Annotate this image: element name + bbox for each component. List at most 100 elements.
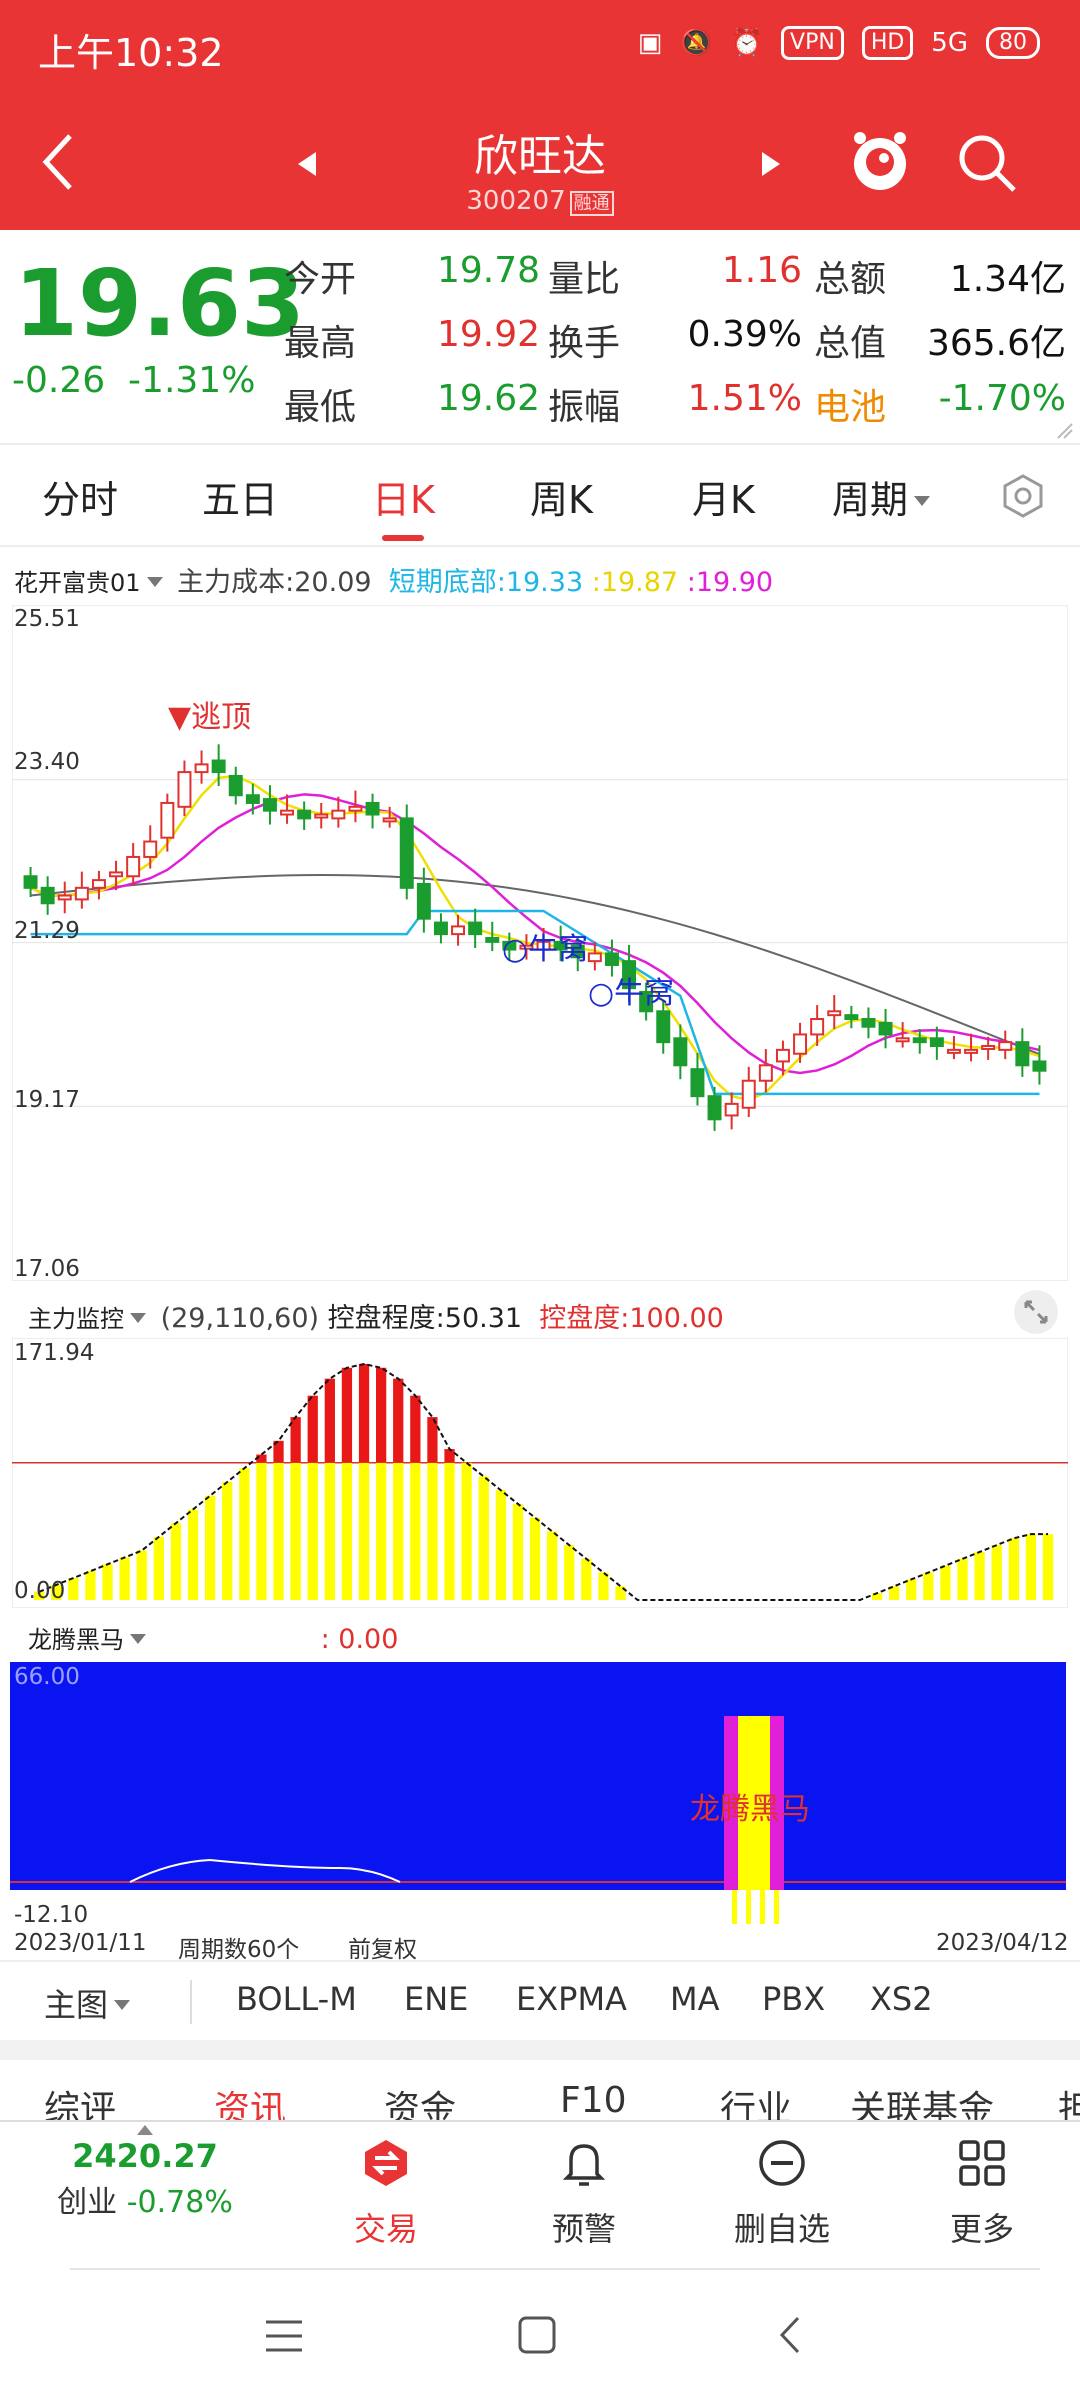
- candle-body: [775, 1048, 790, 1063]
- ind-tab-boll[interactable]: BOLL-M: [236, 1980, 357, 2018]
- quote-value: 19.92: [436, 314, 540, 355]
- index-widget[interactable]: 2420.27 创业 -0.78%: [20, 2122, 270, 2221]
- volume-bar-yellow: [358, 1462, 370, 1600]
- candle-body: [946, 1048, 961, 1054]
- ind-tab-ene[interactable]: ENE: [404, 1980, 469, 2018]
- info-tab-industry[interactable]: 行业: [720, 2089, 793, 2120]
- home-icon[interactable]: [516, 2314, 558, 2356]
- back-arrow-icon[interactable]: [40, 132, 76, 192]
- candle-body: [622, 960, 637, 990]
- candle-body: [929, 1037, 944, 1048]
- adjust-mode[interactable]: 前复权: [348, 1937, 417, 1963]
- dragon-name[interactable]: 龙腾黑马: [28, 1626, 124, 1654]
- tab-period[interactable]: 周期: [832, 469, 936, 524]
- candle-body: [604, 952, 619, 966]
- quote-value: 365.6亿: [926, 323, 1066, 364]
- volume-bar-yellow: [307, 1462, 318, 1600]
- quote-label[interactable]: 电池: [814, 387, 887, 428]
- monitor-chart[interactable]: [12, 1338, 1068, 1608]
- volume-bar-yellow: [564, 1545, 575, 1600]
- kline-chart[interactable]: [12, 605, 1068, 1281]
- candle-body: [861, 1018, 876, 1028]
- nav-more[interactable]: 更多: [902, 2138, 1062, 2250]
- next-stock-icon[interactable]: [760, 150, 782, 178]
- nav-remove-watchlist[interactable]: 删自选: [702, 2138, 862, 2250]
- volume-bar-yellow: [889, 1586, 900, 1600]
- candle-body: [331, 809, 346, 820]
- main-indicator-name[interactable]: 花开富贵01: [14, 569, 141, 597]
- volume-bar-red: [307, 1395, 318, 1463]
- candle-body: [177, 771, 192, 808]
- period-count: 周期数60个: [178, 1937, 300, 1963]
- quote-label: 总值: [814, 323, 887, 364]
- hd-badge: HD: [861, 26, 914, 60]
- candle-body: [1032, 1060, 1047, 1072]
- quote-label: 最高: [284, 323, 357, 364]
- info-tab-related-funds[interactable]: 关联基金: [850, 2089, 995, 2120]
- price-change: -0.26 -1.31%: [12, 360, 256, 401]
- tab-intraday[interactable]: 分时: [42, 478, 119, 522]
- ind-tab-main[interactable]: 主图: [44, 1980, 136, 2026]
- expand-icon[interactable]: [1012, 1288, 1060, 1336]
- search-icon[interactable]: [956, 132, 1018, 194]
- candle-body: [245, 794, 260, 804]
- info-tab-more[interactable]: 担: [1058, 2089, 1080, 2120]
- system-back-icon[interactable]: [776, 2314, 804, 2356]
- prev-stock-icon[interactable]: [296, 150, 318, 178]
- tab-five-day[interactable]: 五日: [202, 478, 279, 522]
- monitor-header: 主力监控 (29,110,60) 控盘程度:50.31 控盘度:100.00: [28, 1303, 724, 1334]
- quote-value: 19.62: [436, 378, 540, 419]
- volume-bar-yellow: [290, 1462, 301, 1600]
- candle-body: [570, 944, 585, 959]
- dragon-y-bottom: -12.10: [14, 1902, 89, 1928]
- menu-icon[interactable]: [262, 2316, 306, 2356]
- ind-tab-ma[interactable]: MA: [670, 1980, 720, 2018]
- candle-body: [707, 1095, 722, 1121]
- quote-label: 振幅: [548, 387, 621, 428]
- dragon-chart[interactable]: [10, 1662, 1066, 1932]
- candle-body: [91, 879, 106, 889]
- tab-daily-k[interactable]: 日K: [372, 478, 435, 522]
- signal-label: 5G: [931, 28, 968, 58]
- volume-bar-yellow: [153, 1536, 164, 1600]
- dragon-tick: [774, 1890, 779, 1924]
- y-label-3: 21.29: [14, 918, 80, 944]
- info-tab-funds[interactable]: 资金: [384, 2089, 457, 2120]
- candle-body: [724, 1102, 739, 1117]
- info-tab-overview[interactable]: 综评: [44, 2089, 117, 2120]
- volume-bar-yellow: [324, 1462, 335, 1600]
- candle-body: [314, 813, 329, 819]
- monitor-y-top: 171.94: [14, 1340, 95, 1366]
- nav-trade[interactable]: 交易: [306, 2138, 466, 2250]
- monitor-name[interactable]: 主力监控: [28, 1305, 124, 1333]
- info-tab-news[interactable]: 资讯: [214, 2089, 287, 2120]
- volume-bar-yellow: [170, 1523, 182, 1600]
- bell-icon: [562, 2144, 606, 2186]
- long-ma-line: [30, 874, 1040, 1056]
- dragon-white-line: [129, 1858, 401, 1883]
- info-tab-f10[interactable]: F10: [560, 2080, 627, 2120]
- ind-tab-expma[interactable]: EXPMA: [516, 1980, 627, 2018]
- candle-body: [502, 940, 517, 951]
- candle-body: [981, 1045, 996, 1051]
- mascot-icon[interactable]: [848, 128, 912, 196]
- tab-weekly-k[interactable]: 周K: [530, 478, 593, 522]
- ind-tab-pbx[interactable]: PBX: [762, 1980, 826, 2018]
- status-icons: ▣ 🔕 ⏰ VPN HD 5G 80: [638, 26, 1040, 60]
- nav-alert[interactable]: 预警: [504, 2138, 664, 2250]
- candle-body: [741, 1079, 756, 1109]
- settings-hex-icon[interactable]: [1000, 473, 1046, 519]
- volume-bar-yellow: [991, 1545, 1002, 1600]
- resize-corner-icon: [1057, 423, 1073, 439]
- volume-bar-red: [324, 1378, 335, 1463]
- volume-bar-yellow: [529, 1517, 541, 1600]
- volume-bar-yellow: [34, 1591, 45, 1600]
- quote-value: 1.16: [721, 250, 802, 291]
- section-divider: [0, 2040, 1080, 2060]
- volume-bar-yellow: [461, 1462, 472, 1600]
- candle-body: [23, 875, 38, 889]
- tab-monthly-k[interactable]: 月K: [692, 478, 755, 522]
- volume-bar-red: [358, 1364, 370, 1463]
- candle-body: [827, 1010, 842, 1017]
- ind-tab-xs2[interactable]: XS2: [870, 1980, 933, 2018]
